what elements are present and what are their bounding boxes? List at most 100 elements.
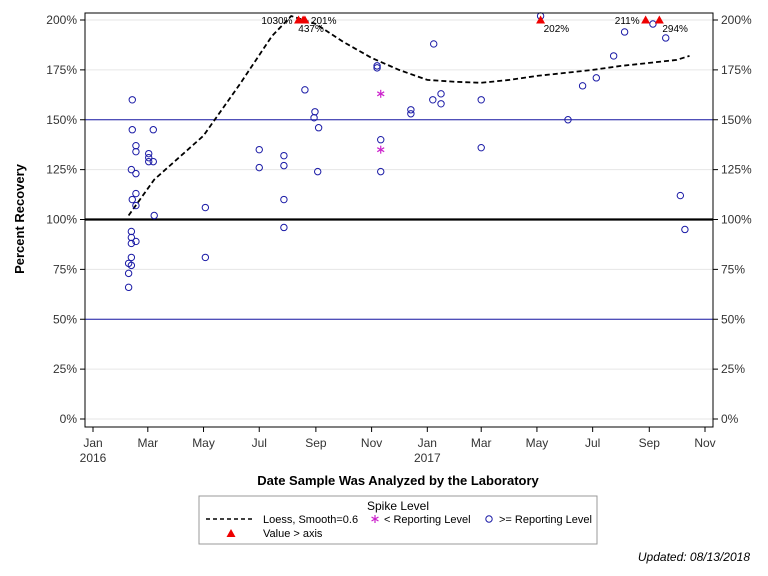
point-above-reporting-level: [429, 96, 437, 104]
point-above-reporting-level: [280, 151, 288, 160]
x-tick-label: May: [192, 436, 215, 450]
axes: 0% 0% 25% 25% 50% 50% 75% 75% 100% 100% 125% 125% 15…: [46, 13, 752, 465]
point-above-reporting-level: [132, 147, 140, 156]
point-above-reporting-level: [128, 195, 136, 204]
point-above-reporting-level: [201, 253, 210, 262]
legend-above-rl-label: >= Reporting Level: [499, 514, 592, 526]
point-above-reporting-level: [127, 227, 136, 236]
point-above-reporting-level: [149, 126, 157, 134]
x-tick-label: Mar: [471, 436, 492, 450]
x-tick-label: Jan: [83, 436, 102, 450]
legend-title: Spike Level: [367, 499, 429, 513]
point-above-reporting-level: [662, 34, 670, 42]
offscale-value-label: 202%: [544, 24, 570, 35]
point-above-reporting-level: [681, 225, 689, 234]
point-above-reporting-level: [311, 108, 319, 116]
asterisk-stroke: [376, 91, 385, 97]
legend-below-rl-label: < Reporting Level: [384, 514, 471, 526]
point-above-reporting-level: [314, 124, 323, 132]
point-above-reporting-level: [407, 110, 415, 118]
y-tick-label-right: 75%: [721, 262, 745, 276]
y-tick-label-left: 75%: [53, 262, 77, 276]
legend-asterisk-mark: [371, 515, 379, 523]
offscale-value-label: 437%: [298, 24, 324, 35]
y-tick-label-left: 0%: [60, 412, 78, 426]
point-above-reporting-level: [314, 167, 322, 176]
legend: Spike Level Loess, Smooth=0.6 < Reportin…: [198, 495, 598, 545]
offscale-value-label: 201%: [311, 16, 337, 27]
point-below-reporting-level: [376, 145, 385, 154]
point-above-reporting-level: [280, 223, 288, 232]
legend-asterisk-icon: [371, 515, 379, 523]
point-value-above-axis: [536, 15, 546, 24]
data-points: 1030% 437%201% 202% 211% 294%: [124, 12, 689, 292]
point-above-reporting-level: [145, 149, 153, 158]
x-tick-label: May: [526, 436, 549, 450]
point-above-reporting-level: [676, 191, 685, 200]
point-above-reporting-level: [578, 82, 587, 90]
point-above-reporting-level: [124, 269, 133, 278]
point-above-reporting-level: [649, 20, 657, 28]
point-value-above-axis: [300, 15, 310, 24]
point-above-reporting-level: [477, 143, 485, 152]
point-above-reporting-level: [145, 157, 153, 166]
updated-footnote: Updated: 08/13/2018: [638, 550, 750, 564]
y-tick-label-left: 25%: [53, 362, 77, 376]
point-above-reporting-level: [201, 203, 210, 212]
y-tick-label-left: 200%: [46, 13, 77, 27]
reference-lines: [85, 119, 713, 320]
y-tick-label-right: 50%: [721, 312, 745, 326]
y-axis-title: Percent Recovery: [12, 163, 27, 274]
point-value-above-axis: [641, 15, 651, 24]
y-tick-label-right: 0%: [721, 412, 739, 426]
asterisk-stroke: [376, 147, 385, 153]
point-above-reporting-level: [437, 100, 445, 108]
x-tick-label: Jan: [418, 436, 437, 450]
point-above-reporting-level: [564, 116, 572, 124]
point-above-reporting-level: [609, 52, 618, 60]
x-tick-label: Jul: [252, 436, 267, 450]
x-tick-year-label: 2016: [80, 451, 107, 465]
y-tick-label-right: 100%: [721, 213, 752, 227]
x-tick-label: Jul: [585, 436, 600, 450]
point-above-reporting-level: [407, 106, 415, 114]
point-above-reporting-level: [620, 28, 629, 36]
point-above-reporting-level: [377, 136, 385, 144]
loess-line: [127, 14, 690, 217]
y-tick-label-left: 150%: [46, 113, 77, 127]
point-above-reporting-level: [128, 96, 136, 104]
y-tick-label-right: 125%: [721, 163, 752, 177]
y-tick-label-right: 150%: [721, 113, 752, 127]
point-above-reporting-level: [127, 165, 136, 174]
x-tick-label: Mar: [137, 436, 158, 450]
x-tick-label: Nov: [361, 436, 382, 450]
point-above-reporting-level: [373, 62, 381, 70]
point-below-reporting-level: [376, 89, 385, 98]
point-above-reporting-level: [373, 64, 381, 72]
point-above-reporting-level: [132, 141, 140, 150]
asterisk-stroke: [371, 516, 379, 522]
point-above-reporting-level: [132, 201, 140, 210]
y-tick-label-left: 125%: [46, 163, 77, 177]
point-above-reporting-level: [127, 261, 136, 270]
point-above-reporting-level: [301, 86, 309, 94]
point-above-reporting-level: [132, 169, 140, 178]
y-tick-label-left: 175%: [46, 63, 77, 77]
offscale-value-label: 211%: [615, 16, 640, 27]
x-axis-title: Date Sample Was Analyzed by the Laborato…: [257, 473, 539, 488]
point-value-above-axis: [654, 15, 664, 24]
x-tick-label: Sep: [639, 436, 661, 450]
offscale-value-label: 1030%: [261, 16, 292, 27]
legend-circle-icon: [485, 515, 493, 523]
point-above-reporting-level: [280, 161, 288, 170]
point-above-reporting-level: [127, 253, 136, 262]
x-tick-label: Nov: [694, 436, 715, 450]
point-above-reporting-level: [255, 163, 263, 172]
point-above-reporting-level: [280, 195, 288, 204]
legend-box: [198, 495, 598, 545]
point-above-reporting-level: [477, 96, 485, 104]
point-above-reporting-level: [128, 126, 136, 134]
point-above-reporting-level: [149, 157, 157, 166]
x-tick-label: Sep: [305, 436, 327, 450]
legend-value-axis-label: Value > axis: [263, 528, 323, 540]
